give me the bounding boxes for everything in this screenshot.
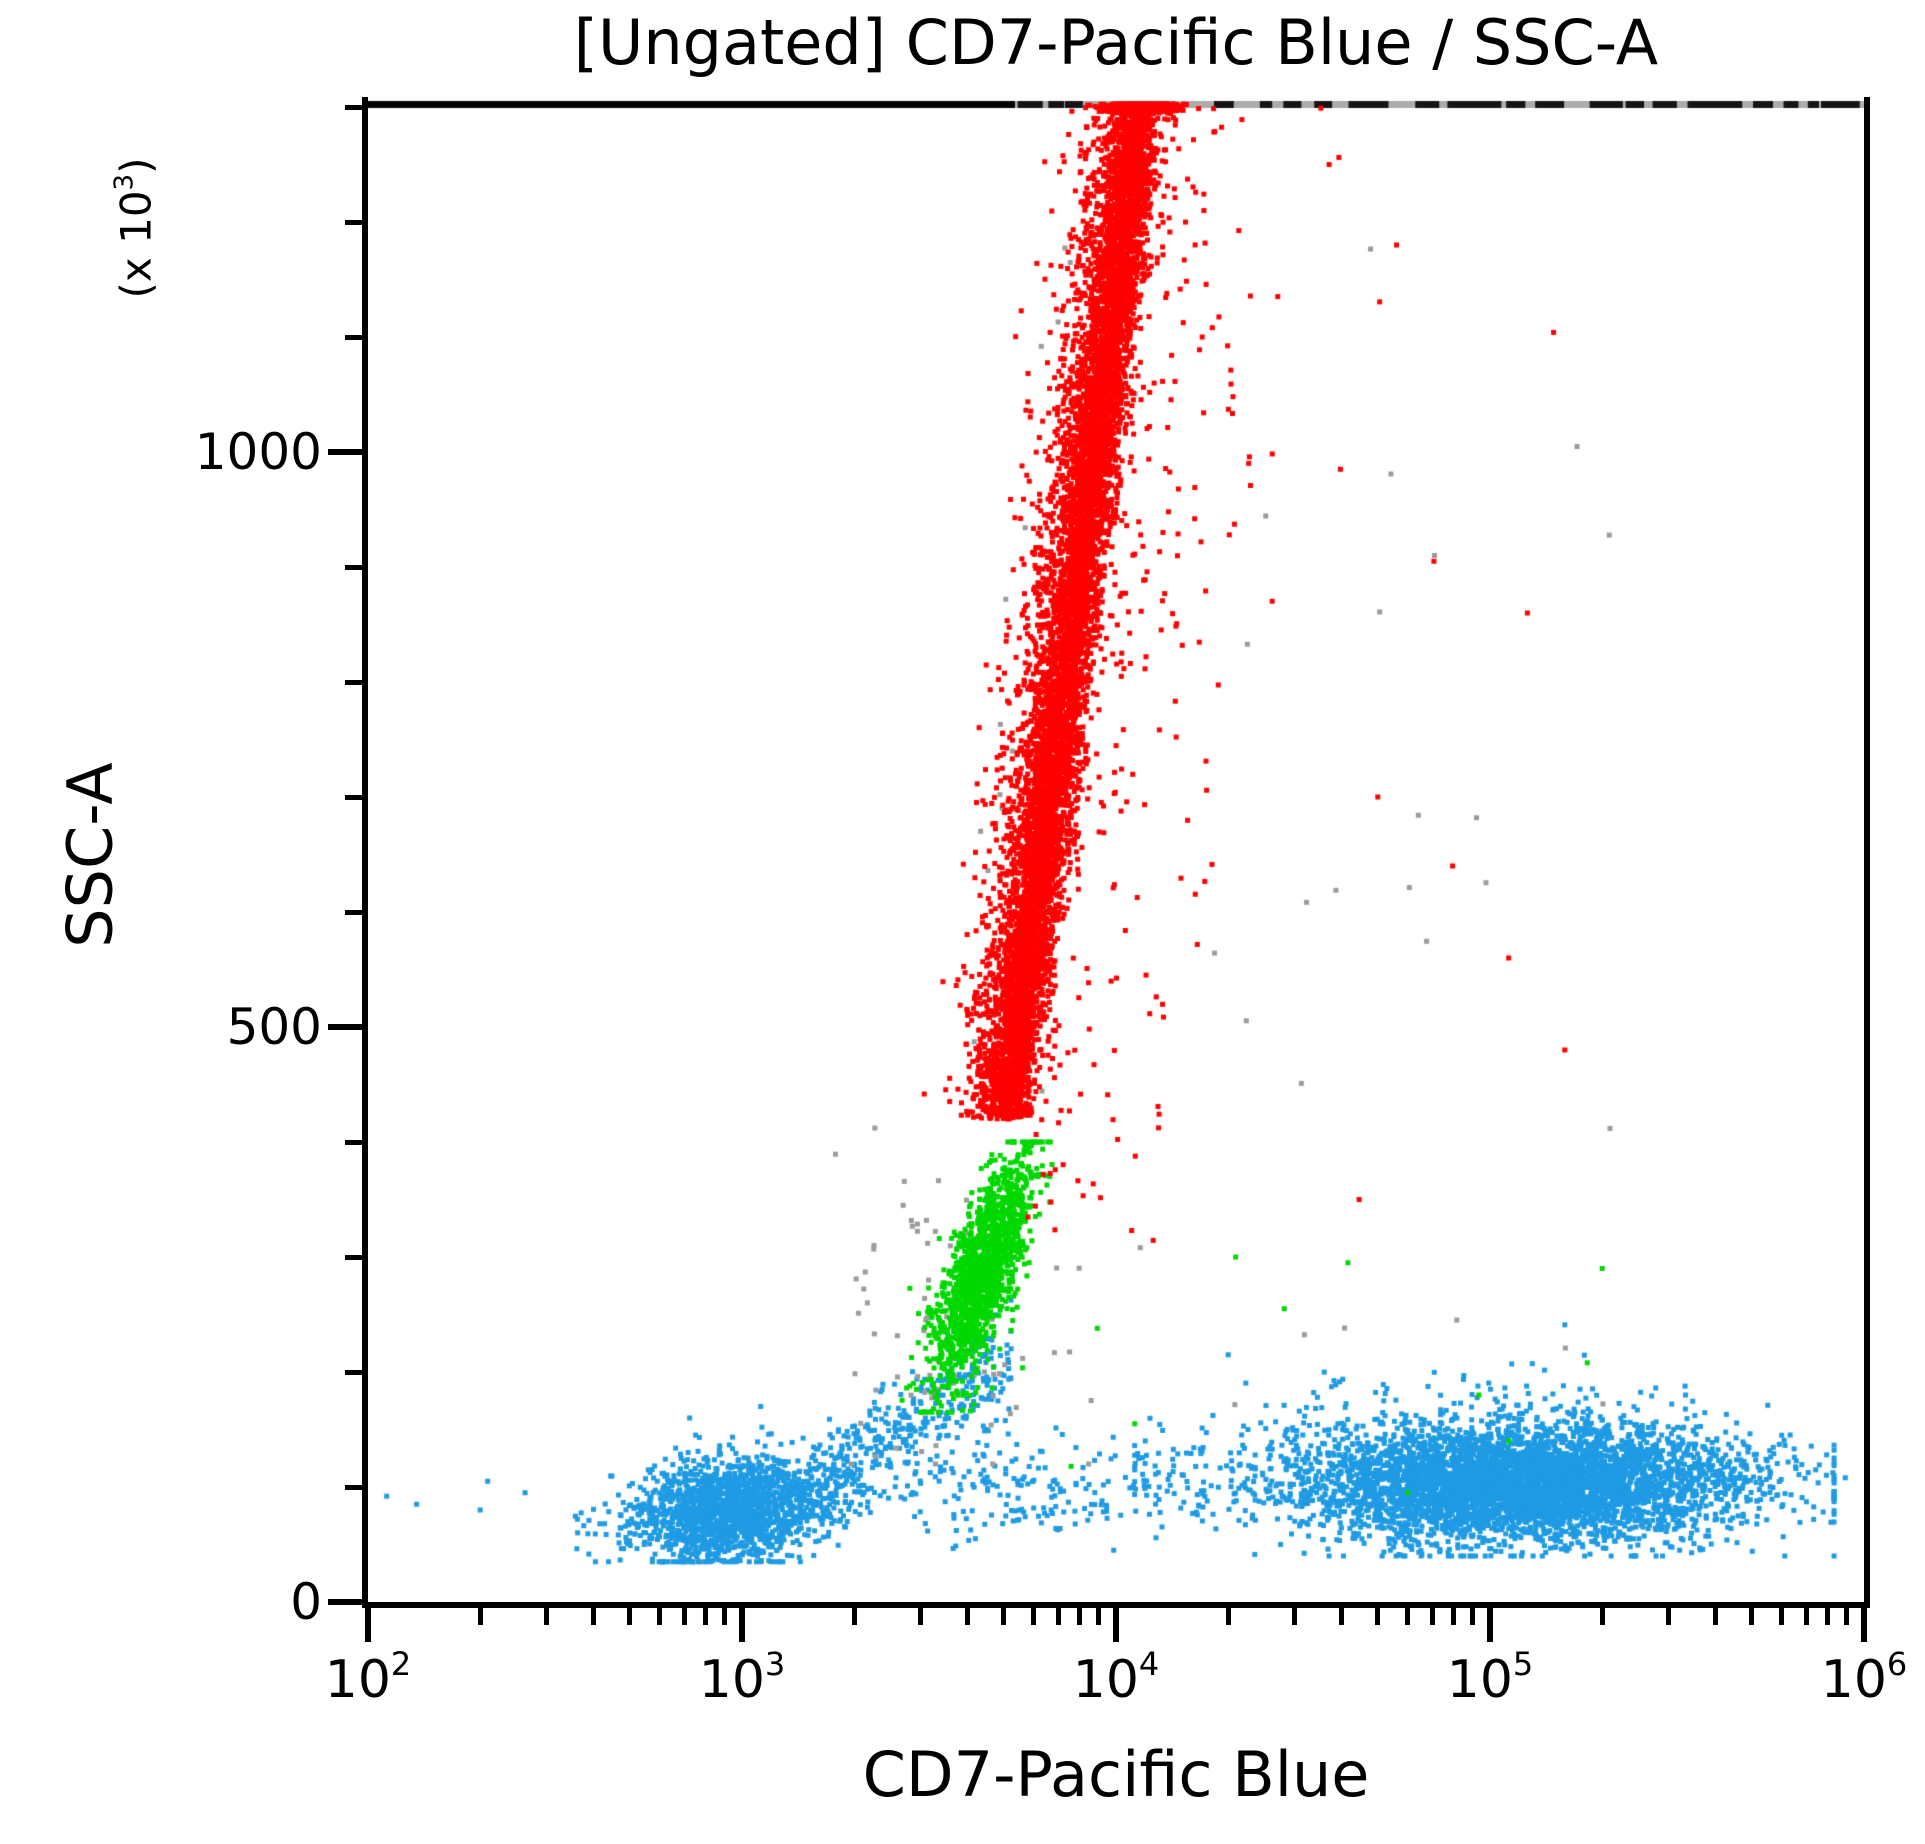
x-minor-tick bbox=[1844, 1608, 1850, 1625]
y-major-tick bbox=[328, 449, 362, 455]
x-major-tick bbox=[365, 1608, 371, 1642]
x-minor-tick bbox=[543, 1608, 549, 1625]
x-minor-tick bbox=[1712, 1608, 1718, 1625]
x-minor-tick bbox=[964, 1608, 970, 1625]
x-tick-label: 102 bbox=[324, 1644, 412, 1710]
x-minor-tick bbox=[722, 1608, 728, 1625]
x-minor-tick bbox=[1338, 1608, 1344, 1625]
y-minor-tick bbox=[345, 909, 362, 915]
x-minor-tick bbox=[1429, 1608, 1435, 1625]
scatter-plot-area[interactable] bbox=[368, 97, 1864, 1602]
x-major-tick bbox=[1113, 1608, 1119, 1642]
x-minor-tick bbox=[1077, 1608, 1083, 1625]
x-minor-tick bbox=[703, 1608, 709, 1625]
x-tick-label: 103 bbox=[698, 1644, 786, 1710]
x-minor-tick bbox=[1803, 1608, 1809, 1625]
y-tick-label: 0 bbox=[290, 1573, 322, 1631]
x-minor-tick bbox=[681, 1608, 687, 1625]
y-tick-label: 1000 bbox=[194, 423, 322, 481]
plot-title: [Ungated] CD7-Pacific Blue / SSC-A bbox=[573, 6, 1659, 79]
x-tick-label: 104 bbox=[1072, 1644, 1160, 1710]
x-minor-tick bbox=[1096, 1608, 1102, 1625]
x-minor-tick bbox=[1451, 1608, 1457, 1625]
x-minor-tick bbox=[852, 1608, 858, 1625]
x-tick-label: 105 bbox=[1446, 1644, 1534, 1710]
x-axis-label: CD7-Pacific Blue bbox=[862, 1738, 1370, 1811]
y-axis-unit-prefix: (x 10 bbox=[111, 190, 161, 299]
y-minor-tick bbox=[345, 1139, 362, 1145]
x-minor-tick bbox=[917, 1608, 923, 1625]
x-minor-tick bbox=[1778, 1608, 1784, 1625]
y-axis-label: SSC-A bbox=[53, 762, 127, 948]
x-minor-tick bbox=[1000, 1608, 1006, 1625]
y-major-tick bbox=[328, 1024, 362, 1030]
x-minor-tick bbox=[1600, 1608, 1606, 1625]
y-axis-unit-suffix: ) bbox=[111, 157, 161, 174]
y-minor-tick bbox=[345, 564, 362, 570]
y-axis-unit-exponent: 3 bbox=[109, 173, 140, 191]
x-minor-tick bbox=[1748, 1608, 1754, 1625]
x-minor-tick bbox=[1825, 1608, 1831, 1625]
y-minor-tick bbox=[345, 1484, 362, 1490]
y-minor-tick bbox=[345, 104, 362, 110]
y-minor-tick bbox=[345, 679, 362, 685]
x-minor-tick bbox=[590, 1608, 596, 1625]
y-tick-label: 500 bbox=[226, 998, 322, 1056]
x-minor-tick bbox=[478, 1608, 484, 1625]
x-minor-tick bbox=[1665, 1608, 1671, 1625]
y-minor-tick bbox=[345, 219, 362, 225]
x-major-tick bbox=[739, 1608, 745, 1642]
x-minor-tick bbox=[626, 1608, 632, 1625]
x-minor-tick bbox=[1470, 1608, 1476, 1625]
plot-frame bbox=[362, 97, 1870, 1608]
y-minor-tick bbox=[345, 794, 362, 800]
x-minor-tick bbox=[1226, 1608, 1232, 1625]
x-minor-tick bbox=[1291, 1608, 1297, 1625]
x-tick-label: 106 bbox=[1820, 1644, 1908, 1710]
y-minor-tick bbox=[345, 1254, 362, 1260]
y-major-tick bbox=[328, 1599, 362, 1605]
y-minor-tick bbox=[345, 334, 362, 340]
x-major-tick bbox=[1861, 1608, 1867, 1642]
x-minor-tick bbox=[656, 1608, 662, 1625]
x-minor-tick bbox=[1055, 1608, 1061, 1625]
x-minor-tick bbox=[1404, 1608, 1410, 1625]
y-minor-tick bbox=[345, 1369, 362, 1375]
x-minor-tick bbox=[1030, 1608, 1036, 1625]
y-axis-unit: (x 103) bbox=[109, 157, 161, 299]
x-major-tick bbox=[1487, 1608, 1493, 1642]
x-minor-tick bbox=[1374, 1608, 1380, 1625]
